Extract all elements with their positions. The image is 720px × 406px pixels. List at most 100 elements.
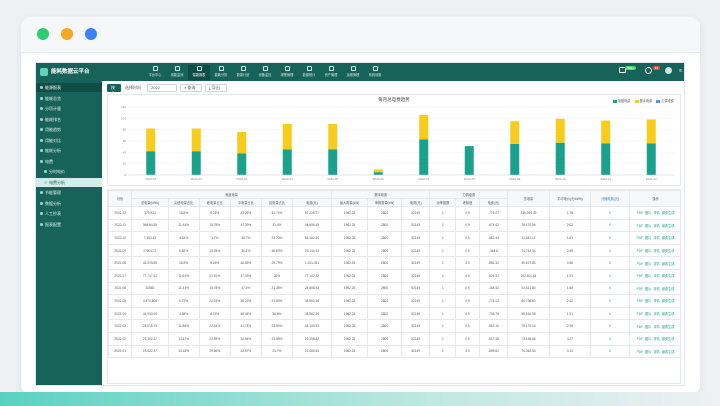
row-action-1[interactable]: 图片 (644, 312, 652, 317)
row-action-3[interactable]: 缴费生成 (661, 312, 675, 317)
row-action-2[interactable]: 详情 (653, 274, 660, 279)
row-action-1[interactable]: 图片 (644, 324, 652, 329)
bar-1-1[interactable] (191, 128, 201, 152)
row-action-3[interactable]: 缴费生成 (661, 349, 675, 354)
row-action-2[interactable]: 详情 (653, 223, 660, 228)
row-action-3[interactable]: 缴费生成 (661, 236, 675, 241)
row-action-1[interactable]: 图片 (644, 211, 652, 216)
nav-item-2[interactable]: 智能报表 (188, 65, 210, 80)
row-action-2[interactable]: 详情 (653, 337, 660, 342)
sidebar-item-10[interactable]: 节能管理 (36, 188, 102, 197)
bar-0-11[interactable] (646, 143, 656, 175)
message-icon[interactable] (619, 67, 626, 73)
row-action-2[interactable]: 详情 (653, 324, 660, 329)
row-action-0[interactable]: PDF (636, 274, 643, 279)
row-action-2[interactable]: 详情 (653, 286, 660, 291)
bar-0-7[interactable] (464, 146, 474, 175)
table-row[interactable]: 2022-07 77,717.31 11.64% 21.31% 37.03% 30% 77,… (108, 268, 680, 283)
nav-item-7[interactable]: 能源统计 (298, 65, 320, 80)
row-action-2[interactable]: 详情 (653, 261, 660, 266)
row-action-1[interactable]: 图片 (644, 249, 652, 254)
row-action-0[interactable]: PDF (636, 312, 643, 317)
table-row[interactable]: 2022-05 4,470,504 0.79% 22.15% 35.22% 23.83% 4… (108, 294, 680, 308)
bar-0-9[interactable] (555, 142, 565, 175)
row-action-3[interactable]: 缴费生成 (661, 324, 675, 329)
table-row[interactable]: 2022-08 42,203.89 15.8% 8.26% 46.65% 29.79% 1,… (108, 256, 680, 270)
window-dot-blue[interactable] (85, 28, 97, 40)
row-action-0[interactable]: PDF (636, 236, 643, 241)
row-action-0[interactable]: PDF (636, 261, 643, 266)
bar-0-0[interactable] (146, 151, 156, 175)
nav-item-5[interactable]: 设备监控 (254, 65, 276, 80)
row-action-0[interactable]: PDF (636, 337, 643, 342)
row-action-0[interactable]: PDF (636, 286, 643, 291)
sidebar-item-8[interactable]: 分时电价 (36, 167, 102, 176)
nav-item-0[interactable]: 平台中心 (144, 65, 166, 80)
bar-0-8[interactable] (510, 143, 520, 175)
table-row[interactable]: 2022-12 379,934 16.8% 8.26% 43.26% 31.74% 67,2… (108, 206, 680, 220)
bar-0-1[interactable] (191, 151, 201, 175)
row-action-0[interactable]: PDF (636, 223, 643, 228)
nav-item-10[interactable]: 系统设置 (364, 65, 386, 80)
row-action-1[interactable]: 图片 (644, 299, 652, 304)
window-dot-orange[interactable] (61, 28, 73, 40)
row-action-2[interactable]: 详情 (653, 312, 660, 317)
bar-1-8[interactable] (510, 121, 520, 144)
row-action-2[interactable]: 详情 (653, 349, 660, 354)
sidebar-item-12[interactable]: 人工抄表 (36, 209, 102, 218)
sidebar-item-6[interactable]: 能耗分析 (36, 146, 102, 155)
bar-0-5[interactable] (373, 172, 383, 175)
nav-item-1[interactable]: 用能监测 (166, 65, 188, 80)
legend-item[interactable]: 力调电费 (656, 98, 674, 103)
row-action-3[interactable]: 缴费生成 (661, 223, 675, 228)
row-action-0[interactable]: PDF (636, 299, 643, 304)
bar-1-4[interactable] (328, 124, 338, 150)
bar-0-2[interactable] (237, 153, 247, 175)
row-action-1[interactable]: 图片 (644, 337, 652, 342)
row-action-1[interactable]: 图片 (644, 223, 652, 228)
menu-icon[interactable]: ≡ (679, 68, 682, 74)
tab-month[interactable]: 按月 (107, 84, 121, 96)
nav-item-3[interactable]: 能耗分析 (210, 65, 232, 80)
bar-1-10[interactable] (601, 120, 611, 144)
table-row[interactable]: 2022-02 22,302.17 13.67% 23.59% 34.94% 23.55%… (108, 331, 680, 346)
sidebar-item-9[interactable]: 电费分析 (36, 177, 102, 187)
row-action-1[interactable]: 图片 (644, 286, 652, 291)
bar-1-11[interactable] (646, 119, 656, 144)
bar-1-2[interactable] (237, 131, 247, 154)
row-action-1[interactable]: 图片 (644, 236, 652, 241)
bar-1-6[interactable] (419, 114, 429, 140)
nav-item-4[interactable]: 能源计划 (232, 65, 254, 80)
row-action-0[interactable]: PDF (636, 349, 643, 354)
export-button[interactable]: ⤓ 导出 (205, 84, 227, 92)
alarm-icon[interactable] (645, 67, 652, 74)
row-action-0[interactable]: PDF (636, 324, 643, 329)
row-action-0[interactable]: PDF (636, 249, 643, 254)
sidebar-item-0[interactable]: 能源报表 (36, 83, 102, 92)
table-row[interactable]: 2022-04 41,933.09 4.65% 8.15% 48.44% 38.8% 45,… (108, 306, 680, 321)
sidebar-item-13[interactable]: 报表配置 (36, 220, 102, 229)
query-button[interactable]: ⌕ 查询 (180, 84, 202, 92)
table-row[interactable]: 2022-06 20882 11.44% 15.78% 47.4% 21.38% 24,80… (108, 281, 680, 296)
row-action-3[interactable]: 缴费生成 (661, 274, 675, 279)
row-action-1[interactable]: 图片 (644, 261, 652, 266)
legend-item[interactable]: 电度电费 (612, 98, 631, 103)
bar-0-10[interactable] (601, 143, 611, 175)
table-row[interactable]: 2022-01 23,422.37 13.18% 29.56% 33.57% 23.7% 2… (108, 344, 680, 359)
row-action-3[interactable]: 缴费生成 (661, 211, 675, 216)
row-action-3[interactable]: 缴费生成 (661, 286, 675, 291)
row-action-2[interactable]: 详情 (653, 249, 660, 254)
bar-0-6[interactable] (419, 139, 429, 175)
row-action-0[interactable]: PDF (636, 211, 643, 216)
avatar[interactable] (665, 67, 672, 74)
bar-0-4[interactable] (328, 149, 338, 176)
row-action-3[interactable]: 缴费生成 (661, 261, 675, 266)
year-select[interactable]: 2022 (147, 84, 177, 92)
sidebar-item-7[interactable]: 电费 (36, 157, 102, 166)
table-row[interactable]: 2022-03 24,015.79 11.86% 22.44% 41.74% 23.94%… (108, 319, 680, 333)
sidebar-item-5[interactable]: 用能对比 (36, 136, 102, 145)
sidebar-item-3[interactable]: 能耗排名 (36, 115, 102, 124)
row-action-3[interactable]: 缴费生成 (661, 337, 675, 342)
nav-item-6[interactable]: 报警管理 (276, 65, 298, 80)
sidebar-item-11[interactable]: 数据分析 (36, 199, 102, 208)
